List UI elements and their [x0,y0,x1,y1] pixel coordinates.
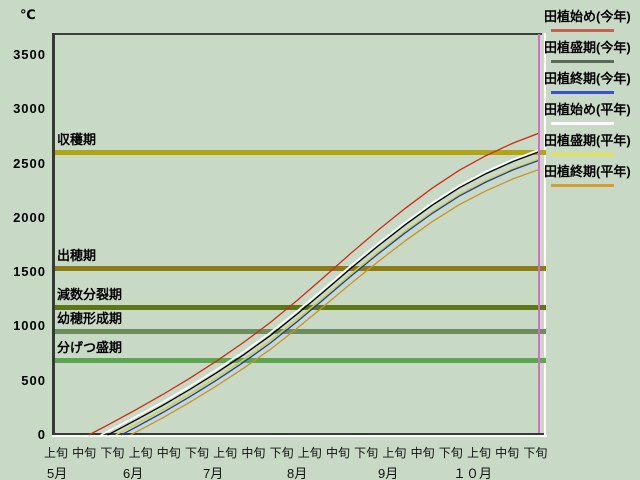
x-axis-period-label: 上旬 [128,446,153,460]
series-line-4 [115,158,539,436]
y-axis-tick-label: 500 [21,372,46,388]
x-axis-period-label: 上旬 [382,446,407,460]
y-axis-line [52,33,55,435]
x-axis-period-label: 中旬 [410,446,435,460]
legend-item-swatch [551,122,614,125]
series-line-3 [100,149,539,436]
series-line-0 [88,132,539,436]
x-axis-period-label: 下旬 [354,446,379,460]
x-axis-period-label: 下旬 [269,446,294,460]
legend-item-swatch [551,29,614,32]
legend-item-label: 田植終期(平年) [544,164,631,179]
y-axis-tick-label: 0 [37,427,46,442]
growth-stage-line [55,358,546,364]
growth-stage-line [55,328,546,334]
x-axis-month-label: 6月 [123,466,144,480]
legend-item-label: 田植盛期(今年) [544,40,631,55]
x-axis-month-label: 5月 [47,466,68,480]
y-axis-tick-label: 1000 [13,318,46,334]
x-axis-period-label: 上旬 [466,446,491,460]
x-axis-month-label: 8月 [287,466,308,480]
y-axis-tick-label: 2000 [13,209,46,225]
x-axis-period-label: 中旬 [495,446,520,460]
x-axis-period-label: 中旬 [72,446,97,460]
plot-border-top [52,33,542,35]
x-axis-line [52,433,546,435]
x-axis-period-label: 下旬 [438,446,463,460]
legend-item-label: 田植始め(平年) [544,102,631,117]
y-axis-tick-label: 3500 [13,46,46,62]
y-axis-unit-label: ℃ [20,7,36,22]
x-axis-period-label: 中旬 [156,446,181,460]
x-axis-period-label: 中旬 [241,446,266,460]
x-axis-month-label: １０月 [453,466,493,480]
series-line-2 [120,160,539,436]
growth-stage-label: 分げつ盛期 [57,340,123,356]
legend-item-label: 田植終期(今年) [544,71,631,86]
y-axis-tick-label: 3000 [13,101,46,117]
x-axis-period-label: 上旬 [213,446,238,460]
legend-item-swatch [551,60,614,63]
growth-stage-label: 出穂期 [57,247,97,263]
x-axis-period-label: 下旬 [523,446,548,460]
x-axis-month-label: 7月 [203,466,224,480]
x-axis-period-label: 下旬 [100,446,125,460]
x-axis-period-label: 下旬 [184,446,209,460]
growth-stage-label: 収穫期 [57,131,97,147]
y-axis-tick-label: 1500 [13,264,46,280]
x-axis-period-label: 上旬 [43,446,68,460]
series-line-1 [107,151,539,436]
growth-stage-label: 幼穂形成期 [57,310,123,326]
plot-border-right [544,33,546,437]
x-axis-month-label: 9月 [378,466,399,480]
series-line-5 [130,169,539,436]
y-axis-tick-label: 2500 [13,155,46,171]
x-axis-period-label: 上旬 [297,446,322,460]
legend-item-label: 田植盛期(平年) [544,133,631,148]
legend-item-swatch [551,91,614,94]
growth-stage-line [55,149,546,155]
growth-stage-line [55,265,546,271]
current-date-marker-line [538,34,540,433]
growth-stage-label: 減数分裂期 [57,287,123,303]
x-axis-period-label: 中旬 [325,446,350,460]
legend-item-swatch [551,153,614,156]
legend-item-label: 田植始め(今年) [544,9,631,24]
legend-item-swatch [551,184,614,187]
x-axis-highlight-line [52,435,547,437]
